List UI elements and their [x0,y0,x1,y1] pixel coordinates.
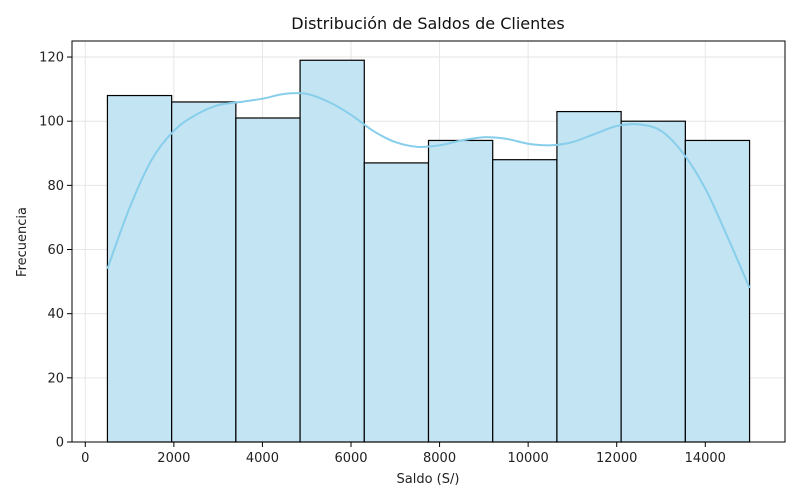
x-axis-ticks: 0 2000 4000 6000 8000 10000 12000 14000 [81,442,726,466]
histogram-bar [427,139,494,443]
x-tick-label: 0 [81,451,89,466]
y-axis-label: Frecuencia [15,207,30,277]
y-tick-label: 0 [56,436,64,451]
histogram-bar [556,110,622,443]
y-tick-label: 80 [47,179,64,194]
y-tick-label: 40 [47,307,64,322]
histogram-bar [171,101,237,443]
histogram-bar [235,117,301,443]
y-tick-label: 60 [47,243,64,258]
x-tick-label: 12000 [596,451,637,466]
x-tick-label: 6000 [334,451,367,466]
x-tick-label: 8000 [423,451,456,466]
histogram-bar [684,139,751,443]
y-tick-label: 20 [47,371,64,386]
histogram-bars [106,59,751,443]
histogram-bar [492,159,558,443]
chart-title: Distribución de Saldos de Clientes [291,14,564,33]
x-tick-label: 14000 [685,451,726,466]
kde-curve [106,92,751,289]
x-tick-label: 2000 [157,451,190,466]
y-axis-ticks: 0 20 40 60 80 100 120 [39,51,72,451]
x-tick-label: 10000 [507,451,548,466]
y-tick-label: 100 [39,115,64,130]
y-tick-label: 120 [39,51,64,66]
histogram-bar [620,120,686,443]
histogram-bar [299,59,365,443]
x-tick-label: 4000 [246,451,279,466]
histogram-bar [106,94,173,443]
plot-frame [71,40,786,443]
x-axis-label: Saldo (S/) [397,472,460,487]
histogram-bar [363,162,430,443]
